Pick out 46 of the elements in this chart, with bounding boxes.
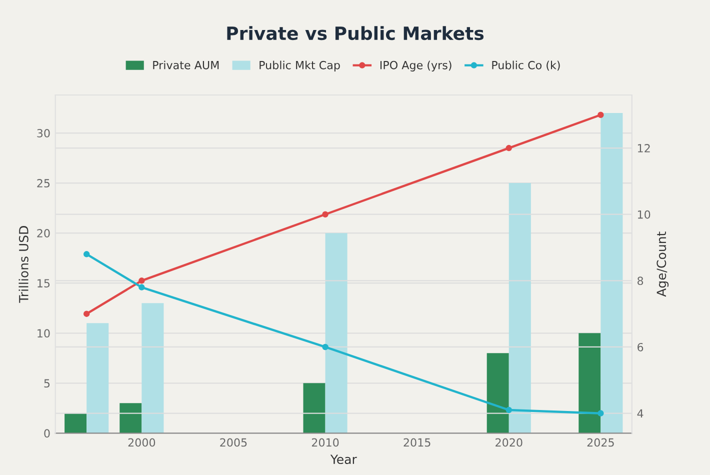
y-axis-title: Trillions USD bbox=[18, 226, 28, 303]
point bbox=[83, 310, 90, 317]
x-tick-label: 2015 bbox=[404, 438, 430, 447]
bar bbox=[508, 183, 531, 434]
legend-label: IPO Age (yrs) bbox=[380, 60, 452, 72]
x-tick-label: 2005 bbox=[220, 438, 247, 447]
point bbox=[598, 112, 604, 118]
legend-label: Public Mkt Cap bbox=[260, 60, 340, 72]
point bbox=[322, 211, 328, 218]
y-tick-label: 5 bbox=[44, 379, 50, 388]
x-axis-title: Year bbox=[330, 454, 357, 464]
point bbox=[598, 410, 604, 416]
x-tick-label: 2010 bbox=[312, 438, 339, 447]
point bbox=[138, 278, 145, 284]
bar bbox=[142, 303, 164, 434]
y2-tick-label: 10 bbox=[638, 210, 650, 219]
x-tick-label: 2000 bbox=[128, 438, 156, 447]
bar bbox=[303, 383, 326, 434]
y2-tick-label: 6 bbox=[638, 342, 644, 352]
bar bbox=[64, 413, 87, 434]
bar bbox=[600, 113, 623, 434]
y-tick-label: 15 bbox=[38, 279, 50, 288]
point bbox=[322, 344, 328, 350]
point bbox=[506, 144, 512, 152]
x-tick-label: 2025 bbox=[587, 438, 614, 447]
y-tick-label: 0 bbox=[44, 429, 50, 438]
point bbox=[506, 406, 512, 414]
x-tick-label: 2020 bbox=[496, 438, 522, 447]
y-tick-label: 30 bbox=[37, 128, 50, 138]
chart-title: Private vs Public Markets bbox=[227, 26, 484, 40]
bar bbox=[120, 403, 142, 434]
y2-axis-title: Age/Count bbox=[656, 232, 669, 297]
bar bbox=[86, 323, 109, 434]
y-tick-label: 25 bbox=[37, 179, 50, 188]
y-tick-label: 20 bbox=[37, 229, 50, 238]
legend-label: Public Co (k) bbox=[492, 60, 560, 71]
bar bbox=[486, 353, 509, 434]
y2-tick-label: 8 bbox=[638, 276, 644, 286]
point bbox=[83, 251, 90, 258]
y2-tick-label: 4 bbox=[637, 409, 644, 418]
bar bbox=[578, 333, 601, 434]
y-tick-label: 10 bbox=[38, 329, 50, 338]
y2-tick-label: 12 bbox=[638, 144, 650, 152]
legend-label: Private AUM bbox=[153, 60, 219, 70]
bar bbox=[325, 233, 348, 434]
point bbox=[138, 284, 145, 290]
